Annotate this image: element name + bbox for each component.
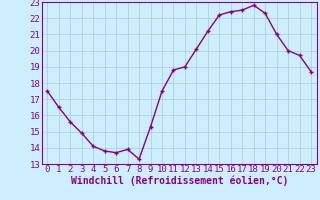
X-axis label: Windchill (Refroidissement éolien,°C): Windchill (Refroidissement éolien,°C) [70, 176, 288, 186]
